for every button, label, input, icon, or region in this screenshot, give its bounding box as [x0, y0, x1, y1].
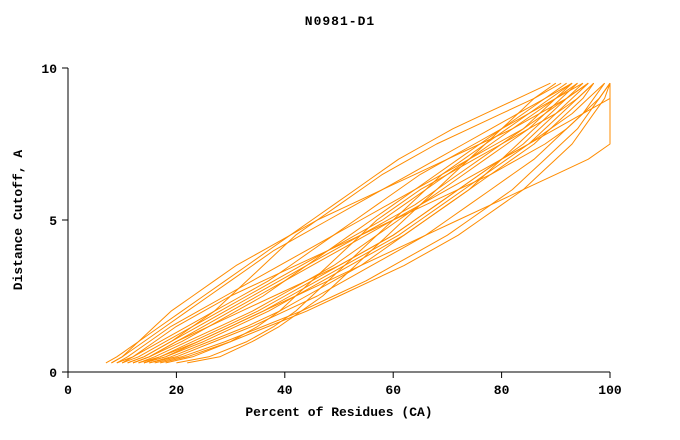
model-curve [176, 82, 573, 364]
x-axis-label: Percent of Residues (CA) [245, 405, 432, 420]
y-tick-label: 10 [41, 62, 57, 77]
model-curve [132, 83, 611, 364]
model-curve [143, 82, 595, 364]
model-curve [132, 82, 567, 364]
y-tick-label: 0 [49, 366, 57, 381]
model-curve [111, 82, 589, 364]
model-curve [165, 82, 595, 364]
model-curve [116, 82, 611, 364]
y-tick-label: 5 [49, 214, 57, 229]
model-curve [143, 83, 611, 364]
model-curve [121, 82, 584, 364]
x-tick-label: 100 [598, 383, 622, 398]
model-curve [187, 82, 557, 364]
model-curve [116, 82, 589, 364]
model-curve [111, 82, 573, 364]
y-axis-label: Distance Cutoff, A [11, 150, 26, 291]
x-tick-label: 40 [277, 383, 293, 398]
model-curve [149, 82, 606, 364]
model-curve [159, 83, 611, 364]
x-tick-label: 60 [385, 383, 401, 398]
x-tick-label: 80 [494, 383, 510, 398]
axes: 0 20 40 60 80 100 0 5 10 [41, 62, 622, 398]
model-curve [127, 82, 562, 364]
model-curve [149, 82, 589, 364]
model-curve [154, 82, 611, 364]
x-tick-label: 0 [64, 383, 72, 398]
model-curve [105, 82, 551, 364]
model-curve [127, 82, 573, 364]
chart-title: N0981-D1 [304, 14, 376, 29]
model-curve [122, 82, 578, 364]
model-curve [132, 82, 605, 364]
model-curve [138, 82, 595, 364]
x-tick-label: 20 [169, 383, 185, 398]
curve-group [105, 82, 611, 364]
